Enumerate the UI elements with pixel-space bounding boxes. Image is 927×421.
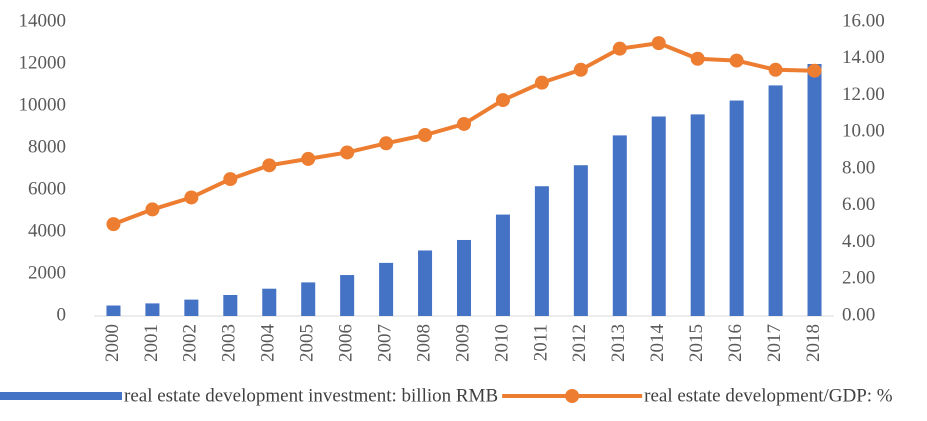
bar bbox=[495, 214, 510, 316]
bar bbox=[456, 239, 472, 316]
y2-tick-label: 12.00 bbox=[842, 84, 885, 105]
marker bbox=[223, 172, 238, 187]
y2-tick-label: 6.00 bbox=[842, 194, 875, 215]
marker bbox=[690, 51, 705, 66]
x-tick-label: 2016 bbox=[725, 324, 746, 362]
x-tick-label: 2008 bbox=[413, 324, 434, 362]
x-tick-label: 2018 bbox=[803, 324, 824, 362]
legend-swatch bbox=[565, 389, 580, 403]
bar bbox=[184, 299, 199, 316]
marker bbox=[573, 62, 588, 77]
bar bbox=[768, 85, 783, 316]
bar bbox=[418, 250, 433, 316]
y2-tick-label: 8.00 bbox=[842, 157, 875, 178]
x-tick-label: 2012 bbox=[569, 324, 590, 362]
bar bbox=[223, 295, 238, 316]
marker bbox=[379, 136, 394, 151]
marker bbox=[729, 53, 744, 68]
bar bbox=[106, 305, 121, 316]
marker bbox=[651, 36, 666, 51]
y2-tick-label: 0.00 bbox=[842, 304, 875, 325]
marker bbox=[495, 93, 510, 108]
marker bbox=[106, 217, 121, 232]
x-tick-label: 2017 bbox=[764, 324, 785, 362]
bar bbox=[301, 282, 316, 316]
y-tick-label: 2000 bbox=[28, 262, 66, 283]
marker bbox=[457, 116, 471, 131]
legend-label: real estate development/GDP: % bbox=[644, 385, 893, 406]
marker bbox=[145, 202, 160, 217]
bar bbox=[729, 100, 744, 316]
bar bbox=[612, 135, 627, 316]
x-tick-label: 2003 bbox=[219, 324, 240, 362]
y2-tick-label: 4.00 bbox=[842, 231, 875, 252]
y-tick-label: 14000 bbox=[19, 10, 67, 31]
y-tick-label: 6000 bbox=[28, 178, 66, 199]
y2-tick-label: 16.00 bbox=[842, 10, 885, 31]
x-tick-label: 2006 bbox=[336, 324, 357, 362]
x-tick-label: 2011 bbox=[530, 324, 551, 361]
marker bbox=[184, 190, 199, 205]
marker bbox=[534, 75, 549, 90]
x-tick-label: 2004 bbox=[258, 324, 279, 363]
x-tick-label: 2013 bbox=[608, 324, 629, 362]
y2-tick-label: 14.00 bbox=[842, 47, 885, 68]
marker bbox=[807, 63, 822, 78]
x-tick-label: 2007 bbox=[374, 324, 395, 362]
x-tick-label: 2009 bbox=[452, 324, 473, 362]
line bbox=[112, 41, 815, 226]
bar bbox=[651, 116, 666, 316]
marker bbox=[418, 128, 433, 143]
y2-tick-label: 2.00 bbox=[842, 268, 875, 289]
x-tick-label: 2000 bbox=[102, 324, 123, 362]
x-tick-label: 2005 bbox=[297, 324, 318, 362]
x-tick-label: 2015 bbox=[686, 324, 707, 362]
marker bbox=[301, 151, 316, 166]
y2-tick-label: 10.00 bbox=[842, 121, 885, 142]
x-tick-label: 2010 bbox=[491, 324, 512, 362]
marker bbox=[612, 41, 627, 56]
y-tick-label: 10000 bbox=[19, 94, 67, 115]
bar bbox=[573, 165, 588, 316]
x-tick-label: 2002 bbox=[180, 324, 201, 362]
legend-swatch bbox=[0, 392, 122, 400]
y-tick-label: 8000 bbox=[28, 136, 66, 157]
bar bbox=[807, 64, 822, 316]
legend-label: real estate development investment: bill… bbox=[124, 385, 498, 406]
x-tick-label: 2014 bbox=[647, 324, 668, 363]
bar bbox=[340, 275, 355, 316]
x-tick-label: 2001 bbox=[141, 324, 162, 362]
marker bbox=[768, 62, 783, 77]
y-tick-label: 0 bbox=[57, 304, 67, 325]
bar bbox=[145, 303, 160, 316]
bar bbox=[262, 288, 277, 316]
y-tick-label: 12000 bbox=[19, 52, 67, 73]
marker bbox=[340, 145, 355, 160]
bar bbox=[534, 186, 549, 316]
bar bbox=[690, 114, 705, 317]
y-tick-label: 4000 bbox=[28, 220, 66, 241]
bar bbox=[379, 262, 394, 316]
marker bbox=[262, 158, 277, 173]
